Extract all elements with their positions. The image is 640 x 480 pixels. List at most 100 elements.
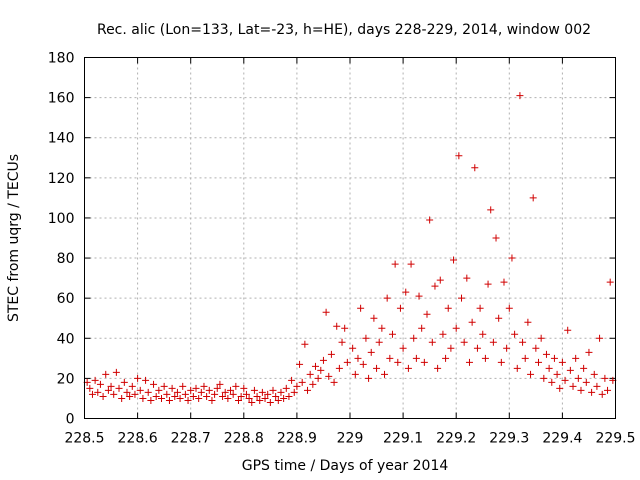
data-point bbox=[511, 330, 519, 338]
data-point bbox=[529, 194, 537, 202]
x-tick-label: 229.5 bbox=[595, 431, 635, 447]
data-point bbox=[195, 394, 203, 402]
data-point bbox=[535, 358, 543, 366]
data-point bbox=[216, 380, 224, 388]
data-point bbox=[285, 392, 293, 400]
data-point bbox=[317, 366, 325, 374]
data-point bbox=[173, 388, 181, 396]
data-point bbox=[290, 388, 298, 396]
data-point bbox=[399, 344, 407, 352]
data-point bbox=[569, 382, 577, 390]
data-point bbox=[330, 378, 338, 386]
data-point bbox=[412, 354, 420, 362]
data-point bbox=[94, 388, 102, 396]
data-point bbox=[452, 324, 460, 332]
data-point bbox=[479, 330, 487, 338]
data-point bbox=[126, 392, 134, 400]
data-point bbox=[606, 278, 614, 286]
x-tick-label: 228.9 bbox=[277, 431, 317, 447]
data-point bbox=[333, 322, 341, 330]
data-point bbox=[508, 254, 516, 262]
data-point bbox=[155, 386, 163, 394]
data-point bbox=[240, 384, 248, 392]
data-point bbox=[274, 396, 282, 404]
y-tick-label: 0 bbox=[66, 412, 75, 428]
data-point bbox=[601, 374, 609, 382]
data-point bbox=[590, 370, 598, 378]
data-point bbox=[415, 292, 423, 300]
data-point bbox=[325, 372, 333, 380]
data-point bbox=[142, 376, 150, 384]
data-point bbox=[404, 364, 412, 372]
y-tick-label: 180 bbox=[48, 51, 75, 67]
data-point bbox=[96, 380, 104, 388]
data-point bbox=[266, 398, 274, 406]
data-point bbox=[574, 374, 582, 382]
data-point bbox=[465, 358, 473, 366]
data-point bbox=[200, 382, 208, 390]
data-point bbox=[378, 324, 386, 332]
data-point bbox=[428, 338, 436, 346]
data-point bbox=[503, 344, 511, 352]
data-point bbox=[112, 368, 120, 376]
data-point bbox=[311, 362, 319, 370]
data-point bbox=[580, 364, 588, 372]
data-point bbox=[550, 354, 558, 362]
data-point bbox=[537, 334, 545, 342]
data-point bbox=[104, 386, 112, 394]
data-point bbox=[500, 278, 508, 286]
data-point bbox=[157, 394, 165, 402]
data-point bbox=[341, 324, 349, 332]
data-point bbox=[131, 390, 139, 398]
data-point bbox=[370, 314, 378, 322]
data-point bbox=[253, 392, 261, 400]
data-point bbox=[86, 384, 94, 392]
data-point bbox=[219, 392, 227, 400]
data-point bbox=[521, 354, 529, 362]
data-point bbox=[532, 344, 540, 352]
data-point bbox=[561, 376, 569, 384]
data-point bbox=[540, 374, 548, 382]
y-tick-label: 160 bbox=[48, 91, 75, 107]
data-point bbox=[545, 364, 553, 372]
data-point bbox=[497, 358, 505, 366]
data-point bbox=[351, 370, 359, 378]
x-tick-label: 229.3 bbox=[489, 431, 529, 447]
data-point bbox=[598, 390, 606, 398]
grid-lines bbox=[84, 57, 616, 419]
data-point bbox=[447, 344, 455, 352]
x-tick-label: 229 bbox=[337, 431, 364, 447]
data-point bbox=[394, 358, 402, 366]
data-point bbox=[396, 304, 404, 312]
data-point bbox=[436, 276, 444, 284]
data-point bbox=[115, 384, 123, 392]
data-point bbox=[150, 380, 158, 388]
x-tick-label: 228.7 bbox=[171, 431, 211, 447]
data-point bbox=[91, 376, 99, 384]
data-point bbox=[134, 374, 142, 382]
data-point bbox=[489, 338, 497, 346]
data-point bbox=[99, 392, 107, 400]
data-point bbox=[476, 304, 484, 312]
data-point bbox=[234, 396, 242, 404]
data-point bbox=[250, 386, 258, 394]
data-point bbox=[572, 354, 580, 362]
data-point bbox=[431, 282, 439, 290]
data-point bbox=[306, 370, 314, 378]
data-point bbox=[367, 348, 375, 356]
data-point bbox=[120, 378, 128, 386]
data-point bbox=[426, 216, 434, 224]
x-tick-label: 229.1 bbox=[383, 431, 423, 447]
data-point bbox=[123, 388, 131, 396]
data-point bbox=[181, 390, 189, 398]
data-point bbox=[118, 394, 126, 402]
data-point bbox=[402, 288, 410, 296]
data-point bbox=[277, 388, 285, 396]
data-point bbox=[434, 364, 442, 372]
data-point bbox=[423, 310, 431, 318]
data-point bbox=[301, 340, 309, 348]
data-point bbox=[165, 396, 173, 404]
data-point bbox=[553, 370, 561, 378]
data-point bbox=[391, 260, 399, 268]
data-point bbox=[319, 356, 327, 364]
